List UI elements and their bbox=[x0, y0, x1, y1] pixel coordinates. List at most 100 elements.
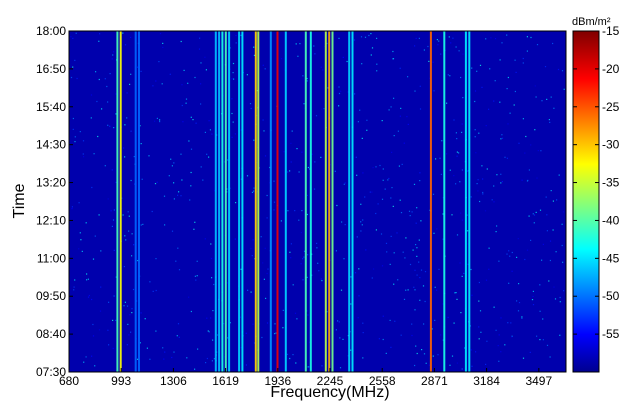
noise-speck bbox=[399, 115, 401, 117]
noise-speck bbox=[413, 286, 415, 288]
noise-speck bbox=[190, 148, 193, 150]
noise-speck bbox=[78, 248, 80, 250]
noise-speck bbox=[327, 87, 329, 89]
noise-speck bbox=[290, 161, 292, 163]
noise-speck bbox=[516, 256, 518, 258]
noise-speck bbox=[152, 290, 154, 292]
noise-speck bbox=[419, 108, 422, 110]
noise-speck bbox=[508, 250, 510, 252]
noise-speck bbox=[546, 230, 548, 232]
noise-speck bbox=[91, 186, 93, 189]
noise-speck bbox=[130, 73, 132, 75]
noise-speck bbox=[477, 190, 479, 192]
noise-speck bbox=[480, 331, 482, 333]
noise-speck bbox=[273, 180, 275, 182]
noise-speck bbox=[548, 280, 550, 282]
noise-speck bbox=[549, 356, 551, 358]
noise-speck bbox=[376, 70, 378, 72]
noise-speck bbox=[307, 366, 309, 368]
noise-speck bbox=[446, 153, 448, 155]
noise-speck bbox=[424, 271, 427, 273]
noise-speck bbox=[98, 214, 100, 216]
noise-speck bbox=[400, 107, 402, 109]
noise-speck bbox=[481, 165, 483, 167]
emission-line bbox=[429, 31, 432, 372]
noise-speck bbox=[423, 353, 426, 355]
noise-speck bbox=[109, 73, 111, 75]
noise-speck bbox=[131, 308, 133, 310]
noise-speck bbox=[478, 326, 480, 328]
noise-speck bbox=[240, 34, 242, 36]
noise-speck bbox=[419, 180, 421, 182]
noise-speck bbox=[407, 123, 409, 125]
noise-speck bbox=[231, 136, 233, 138]
noise-speck bbox=[382, 168, 384, 170]
noise-speck bbox=[354, 272, 357, 274]
noise-speck bbox=[400, 212, 403, 214]
noise-speck bbox=[355, 156, 357, 158]
noise-speck bbox=[485, 363, 487, 365]
noise-speck bbox=[433, 90, 435, 92]
noise-speck bbox=[337, 320, 339, 322]
noise-texture bbox=[70, 32, 565, 370]
noise-speck bbox=[546, 98, 548, 100]
noise-speck bbox=[306, 194, 308, 196]
noise-speck bbox=[152, 85, 154, 87]
noise-speck bbox=[128, 215, 130, 217]
noise-speck bbox=[306, 213, 308, 216]
noise-speck bbox=[72, 128, 74, 130]
noise-speck bbox=[476, 70, 478, 72]
noise-speck bbox=[196, 275, 198, 277]
noise-speck bbox=[212, 310, 214, 312]
noise-speck bbox=[539, 284, 541, 286]
noise-speck bbox=[290, 142, 292, 144]
noise-speck bbox=[358, 268, 360, 270]
noise-speck bbox=[563, 88, 565, 90]
noise-speck bbox=[262, 64, 264, 66]
noise-speck bbox=[159, 119, 161, 121]
noise-speck bbox=[522, 118, 524, 120]
noise-speck bbox=[194, 368, 196, 370]
noise-speck bbox=[496, 225, 498, 227]
noise-speck bbox=[164, 351, 166, 353]
noise-speck bbox=[124, 301, 126, 303]
noise-speck bbox=[162, 42, 164, 44]
noise-speck bbox=[133, 244, 135, 246]
noise-speck bbox=[514, 59, 516, 61]
noise-speck bbox=[107, 101, 109, 103]
noise-speck bbox=[471, 365, 473, 367]
noise-speck bbox=[393, 97, 395, 99]
noise-speck bbox=[336, 204, 338, 207]
noise-speck bbox=[233, 78, 235, 80]
noise-speck bbox=[168, 175, 170, 177]
noise-speck bbox=[436, 39, 438, 41]
noise-speck bbox=[91, 298, 93, 301]
noise-speck bbox=[403, 298, 406, 300]
noise-speck bbox=[231, 112, 233, 115]
noise-speck bbox=[159, 33, 162, 35]
noise-speck bbox=[521, 316, 523, 318]
noise-speck bbox=[301, 210, 303, 212]
noise-speck bbox=[488, 108, 490, 110]
noise-speck bbox=[205, 69, 207, 71]
noise-speck bbox=[122, 32, 124, 34]
noise-speck bbox=[282, 327, 284, 329]
noise-speck bbox=[501, 137, 504, 139]
noise-speck bbox=[250, 107, 252, 110]
noise-speck bbox=[518, 283, 520, 285]
noise-speck bbox=[411, 334, 413, 337]
noise-speck bbox=[360, 203, 362, 205]
noise-speck bbox=[130, 130, 132, 132]
noise-speck bbox=[194, 275, 196, 277]
noise-speck bbox=[447, 74, 449, 76]
noise-speck bbox=[151, 210, 153, 213]
noise-speck bbox=[489, 68, 491, 70]
noise-speck bbox=[74, 136, 76, 138]
noise-speck bbox=[432, 193, 435, 195]
noise-speck bbox=[407, 289, 409, 291]
noise-speck bbox=[176, 335, 178, 337]
noise-speck bbox=[517, 238, 519, 240]
noise-speck bbox=[530, 239, 532, 241]
noise-speck bbox=[96, 100, 98, 103]
noise-speck bbox=[195, 122, 197, 124]
